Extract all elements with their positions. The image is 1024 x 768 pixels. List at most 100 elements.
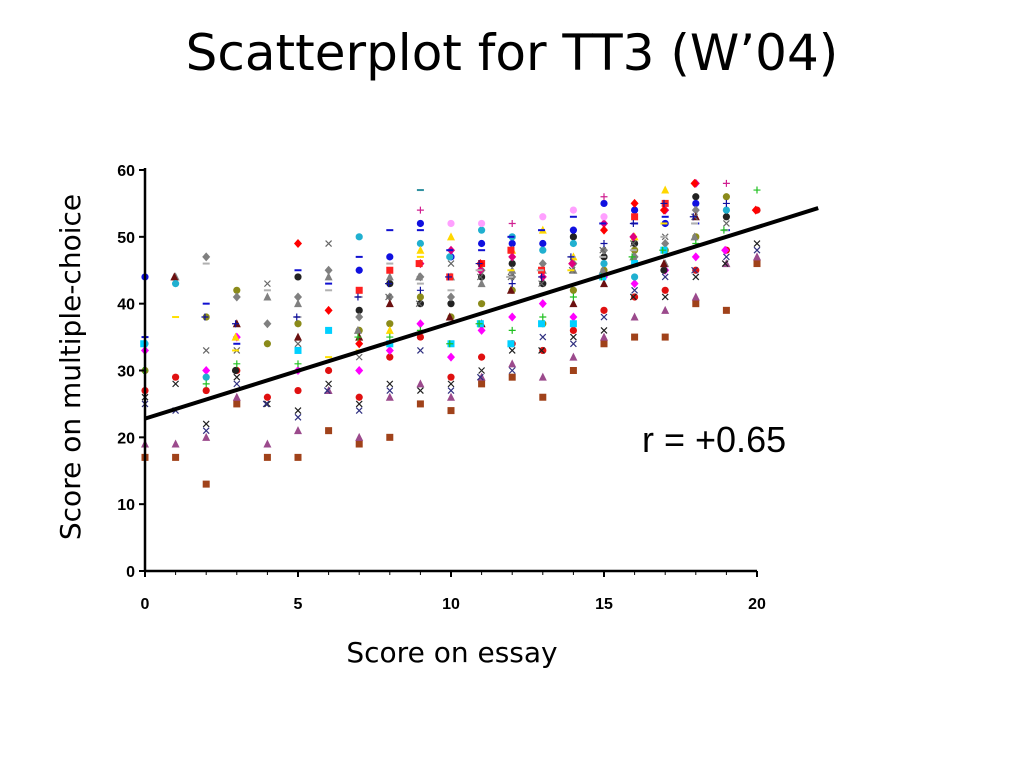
- data-point: [385, 272, 394, 281]
- data-point: [416, 400, 424, 408]
- data-point: [478, 367, 486, 374]
- data-point: [722, 253, 730, 261]
- y-tick-label: 50: [117, 230, 135, 247]
- data-point: [233, 380, 241, 388]
- data-point: [354, 333, 362, 341]
- data-point: [691, 252, 700, 262]
- data-point: [294, 299, 302, 308]
- data-point: [172, 453, 180, 461]
- data-point: [630, 279, 639, 289]
- data-point: [631, 213, 639, 221]
- data-point: [660, 266, 668, 274]
- data-point: [631, 206, 639, 214]
- data-point: [569, 367, 577, 374]
- data-point: [661, 305, 670, 314]
- data-point: [416, 239, 424, 248]
- data-point: [447, 219, 455, 228]
- data-point: [567, 253, 575, 261]
- data-point: [475, 260, 483, 268]
- data-point: [629, 240, 637, 247]
- data-point: [263, 280, 271, 288]
- data-point: [202, 380, 210, 388]
- data-point: [263, 393, 271, 401]
- data-point: [600, 193, 608, 201]
- data-point: [416, 245, 425, 254]
- data-point: [600, 306, 608, 314]
- data-point: [690, 178, 699, 188]
- data-point: [508, 373, 516, 381]
- data-point: [233, 400, 241, 408]
- data-point: [478, 226, 486, 234]
- data-point: [354, 293, 362, 301]
- data-point: [355, 440, 363, 448]
- data-point: [508, 312, 517, 322]
- data-point: [629, 219, 637, 227]
- data-point: [477, 325, 486, 335]
- data-point: [538, 372, 547, 381]
- data-point: [202, 420, 210, 428]
- data-point: [508, 367, 516, 374]
- data-point: [721, 245, 730, 255]
- data-point: [538, 273, 546, 281]
- data-point: [447, 260, 455, 267]
- data-point: [231, 366, 240, 375]
- data-point: [324, 272, 333, 281]
- data-point: [202, 373, 210, 381]
- data-point: [294, 413, 302, 421]
- data-point: [631, 293, 639, 301]
- data-point: [447, 232, 455, 241]
- x-tick-label: 20: [748, 596, 766, 613]
- data-point: [385, 345, 394, 355]
- data-point: [355, 286, 363, 294]
- data-point: [202, 347, 210, 354]
- data-point: [539, 280, 547, 288]
- data-point: [690, 232, 699, 241]
- data-point: [598, 265, 607, 274]
- data-point: [478, 273, 486, 281]
- data-point: [263, 319, 272, 329]
- data-point: [294, 360, 302, 368]
- data-point: [568, 259, 577, 269]
- data-point: [263, 292, 272, 301]
- data-point: [355, 266, 363, 274]
- data-point: [753, 186, 761, 194]
- data-point: [415, 260, 423, 268]
- data-point: [447, 407, 455, 415]
- data-point: [447, 292, 455, 302]
- data-point: [416, 219, 424, 228]
- data-point: [202, 427, 210, 435]
- data-point: [692, 273, 700, 281]
- y-tick-label: 10: [117, 497, 135, 514]
- data-point: [539, 346, 547, 355]
- data-point: [386, 253, 394, 261]
- data-point: [201, 313, 209, 321]
- data-point: [569, 206, 578, 214]
- data-point: [202, 366, 211, 375]
- data-point: [722, 206, 731, 214]
- data-point: [692, 266, 700, 274]
- y-tick-label: 20: [117, 430, 135, 447]
- data-point: [631, 273, 639, 281]
- data-point: [539, 393, 547, 401]
- data-point: [416, 387, 424, 394]
- data-point: [539, 313, 547, 321]
- x-tick-label: 5: [294, 596, 303, 613]
- data-point: [325, 427, 333, 435]
- data-point: [475, 320, 483, 328]
- data-point: [294, 453, 302, 461]
- data-point: [355, 366, 364, 375]
- data-point: [722, 199, 730, 207]
- data-point: [569, 320, 577, 328]
- data-point: [600, 332, 608, 341]
- data-point: [324, 305, 333, 315]
- data-point: [661, 273, 669, 281]
- data-point: [262, 400, 270, 408]
- data-point: [294, 386, 302, 395]
- data-point: [294, 407, 302, 415]
- data-point: [386, 433, 394, 441]
- data-point: [202, 252, 211, 262]
- data-point: [385, 299, 394, 308]
- data-point: [416, 293, 424, 301]
- data-point: [170, 272, 179, 281]
